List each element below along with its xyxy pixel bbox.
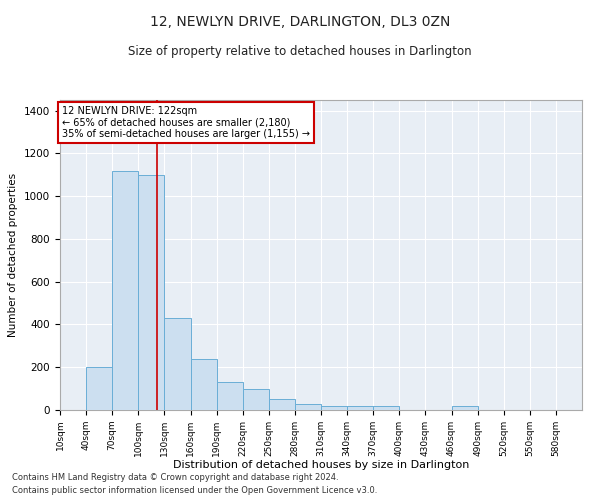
Bar	[295, 404, 321, 410]
Bar	[191, 358, 217, 410]
Text: Size of property relative to detached houses in Darlington: Size of property relative to detached ho…	[128, 45, 472, 58]
Bar	[139, 175, 164, 410]
Bar	[452, 406, 478, 410]
Bar	[112, 170, 139, 410]
X-axis label: Distribution of detached houses by size in Darlington: Distribution of detached houses by size …	[173, 460, 469, 470]
Bar	[347, 406, 373, 410]
Bar	[373, 406, 400, 410]
Text: 12, NEWLYN DRIVE, DARLINGTON, DL3 0ZN: 12, NEWLYN DRIVE, DARLINGTON, DL3 0ZN	[150, 15, 450, 29]
Text: 12 NEWLYN DRIVE: 122sqm
← 65% of detached houses are smaller (2,180)
35% of semi: 12 NEWLYN DRIVE: 122sqm ← 65% of detache…	[62, 106, 310, 140]
Bar	[269, 400, 295, 410]
Text: Contains HM Land Registry data © Crown copyright and database right 2024.: Contains HM Land Registry data © Crown c…	[12, 474, 338, 482]
Y-axis label: Number of detached properties: Number of detached properties	[8, 173, 19, 337]
Bar	[243, 388, 269, 410]
Bar	[321, 406, 347, 410]
Bar	[86, 367, 112, 410]
Bar	[164, 318, 191, 410]
Text: Contains public sector information licensed under the Open Government Licence v3: Contains public sector information licen…	[12, 486, 377, 495]
Bar	[217, 382, 243, 410]
